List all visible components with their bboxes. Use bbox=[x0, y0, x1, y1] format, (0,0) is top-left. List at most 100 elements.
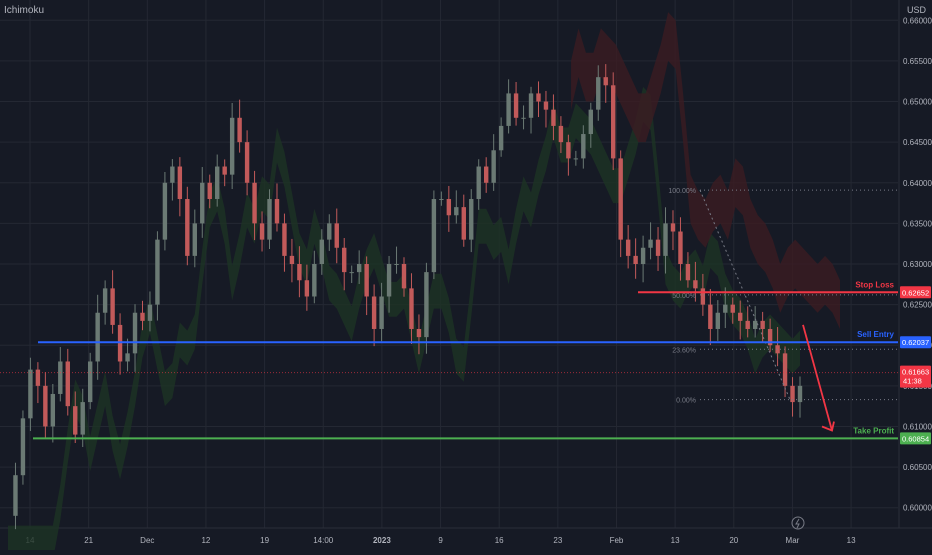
candle-body[interactable] bbox=[342, 247, 347, 273]
candle-body[interactable] bbox=[708, 304, 713, 329]
candle-body[interactable] bbox=[782, 353, 788, 386]
candle-body[interactable] bbox=[424, 272, 429, 338]
candle-body[interactable] bbox=[640, 247, 646, 264]
candle-body[interactable] bbox=[581, 134, 586, 159]
candle-body[interactable] bbox=[506, 93, 511, 126]
candle-body[interactable] bbox=[65, 361, 70, 407]
candle-body[interactable] bbox=[274, 199, 280, 224]
candle-body[interactable] bbox=[386, 264, 392, 297]
candle-body[interactable] bbox=[192, 223, 197, 256]
candle-body[interactable] bbox=[80, 402, 85, 435]
candle-body[interactable] bbox=[618, 158, 623, 240]
candle-body[interactable] bbox=[760, 320, 765, 329]
candle-body[interactable] bbox=[237, 117, 242, 143]
candle-body[interactable] bbox=[491, 150, 496, 183]
candle-body[interactable] bbox=[401, 264, 407, 289]
candle-body[interactable] bbox=[215, 166, 220, 200]
candle-body[interactable] bbox=[700, 288, 706, 305]
candle-body[interactable] bbox=[73, 406, 78, 435]
candle-body[interactable] bbox=[125, 353, 130, 362]
candle-body[interactable] bbox=[252, 182, 257, 224]
candle-body[interactable] bbox=[775, 345, 780, 354]
candle-body[interactable] bbox=[439, 199, 444, 201]
candle-body[interactable] bbox=[20, 418, 26, 476]
candle-body[interactable] bbox=[483, 166, 489, 183]
candle-body[interactable] bbox=[379, 296, 384, 329]
candle-body[interactable] bbox=[513, 93, 519, 118]
candle-body[interactable] bbox=[469, 199, 474, 240]
candle-body[interactable] bbox=[58, 361, 63, 394]
candle-body[interactable] bbox=[498, 125, 504, 151]
candle-body[interactable] bbox=[558, 125, 564, 143]
candle-body[interactable] bbox=[244, 142, 250, 183]
candle-body[interactable] bbox=[715, 312, 721, 329]
candle-body[interactable] bbox=[767, 328, 773, 346]
candle-body[interactable] bbox=[140, 312, 145, 321]
candle-body[interactable] bbox=[289, 255, 295, 264]
candle-body[interactable] bbox=[297, 264, 302, 281]
candle-body[interactable] bbox=[596, 77, 601, 110]
candle-body[interactable] bbox=[200, 182, 205, 224]
candle-body[interactable] bbox=[371, 296, 377, 329]
candle-body[interactable] bbox=[536, 93, 541, 102]
candle-body[interactable] bbox=[454, 207, 459, 216]
candle-body[interactable] bbox=[409, 288, 414, 329]
candle-body[interactable] bbox=[476, 166, 481, 200]
candle-body[interactable] bbox=[349, 272, 354, 274]
candle-body[interactable] bbox=[267, 199, 272, 240]
candle-body[interactable] bbox=[327, 223, 332, 240]
candle-body[interactable] bbox=[110, 288, 115, 325]
candle-body[interactable] bbox=[13, 475, 18, 516]
candle-body[interactable] bbox=[551, 109, 556, 126]
candle-body[interactable] bbox=[670, 223, 676, 232]
candle-body[interactable] bbox=[528, 93, 534, 118]
candle-body[interactable] bbox=[693, 280, 698, 289]
candle-body[interactable] bbox=[132, 312, 138, 354]
candle-body[interactable] bbox=[170, 166, 175, 183]
candle-body[interactable] bbox=[588, 109, 593, 135]
candle-body[interactable] bbox=[678, 231, 683, 264]
candle-body[interactable] bbox=[319, 239, 325, 264]
candle-body[interactable] bbox=[147, 304, 153, 321]
candle-body[interactable] bbox=[334, 223, 339, 248]
candle-body[interactable] bbox=[229, 117, 235, 175]
candle-body[interactable] bbox=[162, 182, 168, 240]
candle-body[interactable] bbox=[282, 223, 287, 256]
candle-body[interactable] bbox=[730, 304, 735, 313]
candle-body[interactable] bbox=[356, 264, 362, 273]
candle-body[interactable] bbox=[431, 199, 437, 273]
candle-body[interactable] bbox=[723, 304, 728, 313]
candle-body[interactable] bbox=[461, 207, 466, 240]
candle-body[interactable] bbox=[611, 85, 616, 159]
indicator-label[interactable]: Ichimoku bbox=[4, 5, 45, 16]
candle-body[interactable] bbox=[43, 385, 48, 427]
candle-body[interactable] bbox=[752, 320, 758, 329]
candle-body[interactable] bbox=[625, 239, 631, 256]
candle-body[interactable] bbox=[416, 328, 422, 338]
candle-body[interactable] bbox=[790, 385, 795, 403]
candle-body[interactable] bbox=[633, 255, 638, 264]
candle-body[interactable] bbox=[50, 393, 56, 427]
candle-body[interactable] bbox=[745, 320, 750, 329]
candle-body[interactable] bbox=[87, 361, 93, 403]
lightning-icon[interactable] bbox=[791, 516, 805, 530]
candle-body[interactable] bbox=[603, 77, 608, 86]
candle-body[interactable] bbox=[185, 199, 190, 256]
candle-body[interactable] bbox=[648, 239, 653, 248]
candle-body[interactable] bbox=[543, 101, 549, 110]
candle-body[interactable] bbox=[797, 385, 803, 403]
candle-body[interactable] bbox=[685, 264, 691, 281]
candle-body[interactable] bbox=[28, 369, 33, 419]
candle-body[interactable] bbox=[304, 280, 310, 297]
candle-body[interactable] bbox=[446, 199, 452, 216]
candle-body[interactable] bbox=[521, 117, 526, 119]
candle-body[interactable] bbox=[663, 223, 668, 256]
candle-body[interactable] bbox=[312, 264, 317, 297]
candle-body[interactable] bbox=[364, 264, 369, 297]
candle-body[interactable] bbox=[102, 288, 108, 313]
candle-body[interactable] bbox=[573, 158, 579, 160]
candle-body[interactable] bbox=[155, 239, 160, 305]
candle-body[interactable] bbox=[177, 166, 183, 200]
